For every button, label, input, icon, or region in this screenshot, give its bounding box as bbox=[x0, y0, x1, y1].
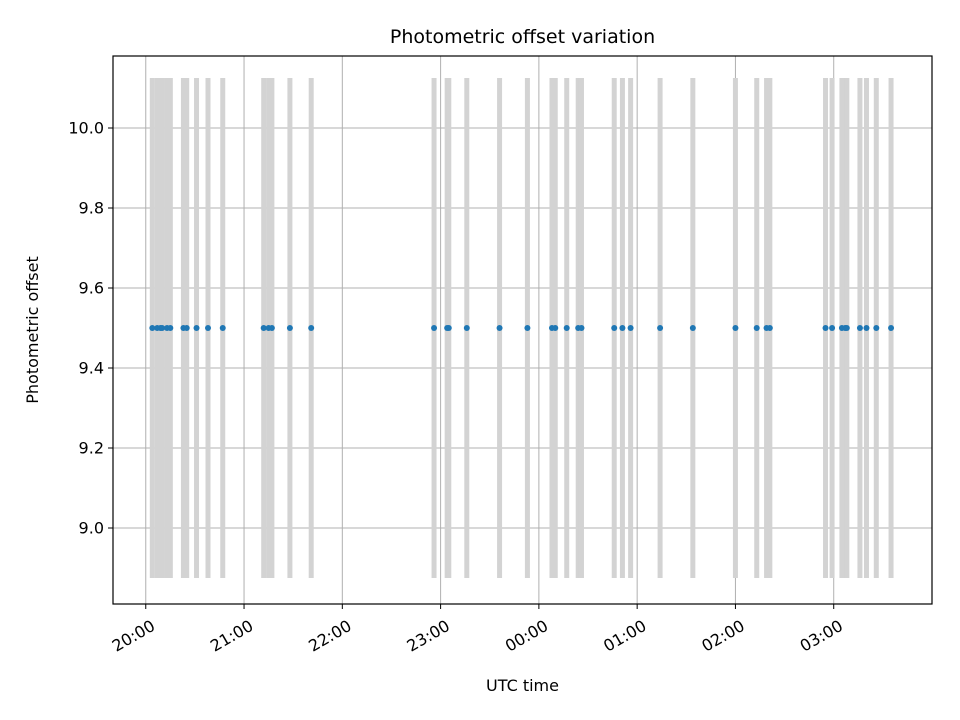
data-point bbox=[205, 325, 212, 331]
grid-lines bbox=[113, 56, 932, 604]
data-point bbox=[193, 325, 200, 331]
data-point bbox=[578, 325, 585, 331]
data-point bbox=[308, 325, 315, 331]
y-axis-label: Photometric offset bbox=[23, 256, 42, 404]
data-point bbox=[611, 325, 618, 331]
data-point bbox=[657, 325, 664, 331]
y-tick-label: 9.4 bbox=[79, 359, 104, 378]
data-point bbox=[167, 325, 174, 331]
x-axis-label: UTC time bbox=[486, 676, 559, 695]
y-tick-label: 10.0 bbox=[68, 119, 104, 138]
data-point bbox=[286, 325, 293, 331]
data-point bbox=[268, 325, 275, 331]
y-tick-label: 9.0 bbox=[79, 519, 104, 538]
data-points bbox=[149, 325, 895, 331]
data-point bbox=[183, 325, 190, 331]
data-point bbox=[766, 325, 773, 331]
data-point bbox=[873, 325, 880, 331]
data-point bbox=[627, 325, 634, 331]
data-point bbox=[689, 325, 696, 331]
data-point bbox=[829, 325, 836, 331]
plot-area-frame bbox=[112, 55, 933, 605]
data-point bbox=[843, 325, 850, 331]
data-point bbox=[496, 325, 503, 331]
data-point bbox=[159, 325, 166, 331]
y-tick-label: 9.2 bbox=[79, 439, 104, 458]
y-tick-label: 9.8 bbox=[79, 199, 104, 218]
y-tick-label: 9.6 bbox=[79, 279, 104, 298]
data-point bbox=[863, 325, 870, 331]
data-point bbox=[445, 325, 452, 331]
data-point bbox=[524, 325, 531, 331]
data-point bbox=[149, 325, 156, 331]
data-point bbox=[888, 325, 895, 331]
data-point bbox=[619, 325, 626, 331]
data-point bbox=[463, 325, 470, 331]
data-point bbox=[822, 325, 829, 331]
data-point bbox=[219, 325, 226, 331]
data-point bbox=[753, 325, 760, 331]
data-point bbox=[552, 325, 559, 331]
data-point bbox=[431, 325, 438, 331]
y-axis-ticks: 9.0 9.2 9.4 9.6 9.8 10.0 bbox=[68, 119, 113, 538]
data-point bbox=[563, 325, 570, 331]
chart-title: Photometric offset variation bbox=[390, 26, 655, 48]
data-point bbox=[260, 325, 267, 331]
data-point bbox=[856, 325, 863, 331]
data-point bbox=[732, 325, 739, 331]
